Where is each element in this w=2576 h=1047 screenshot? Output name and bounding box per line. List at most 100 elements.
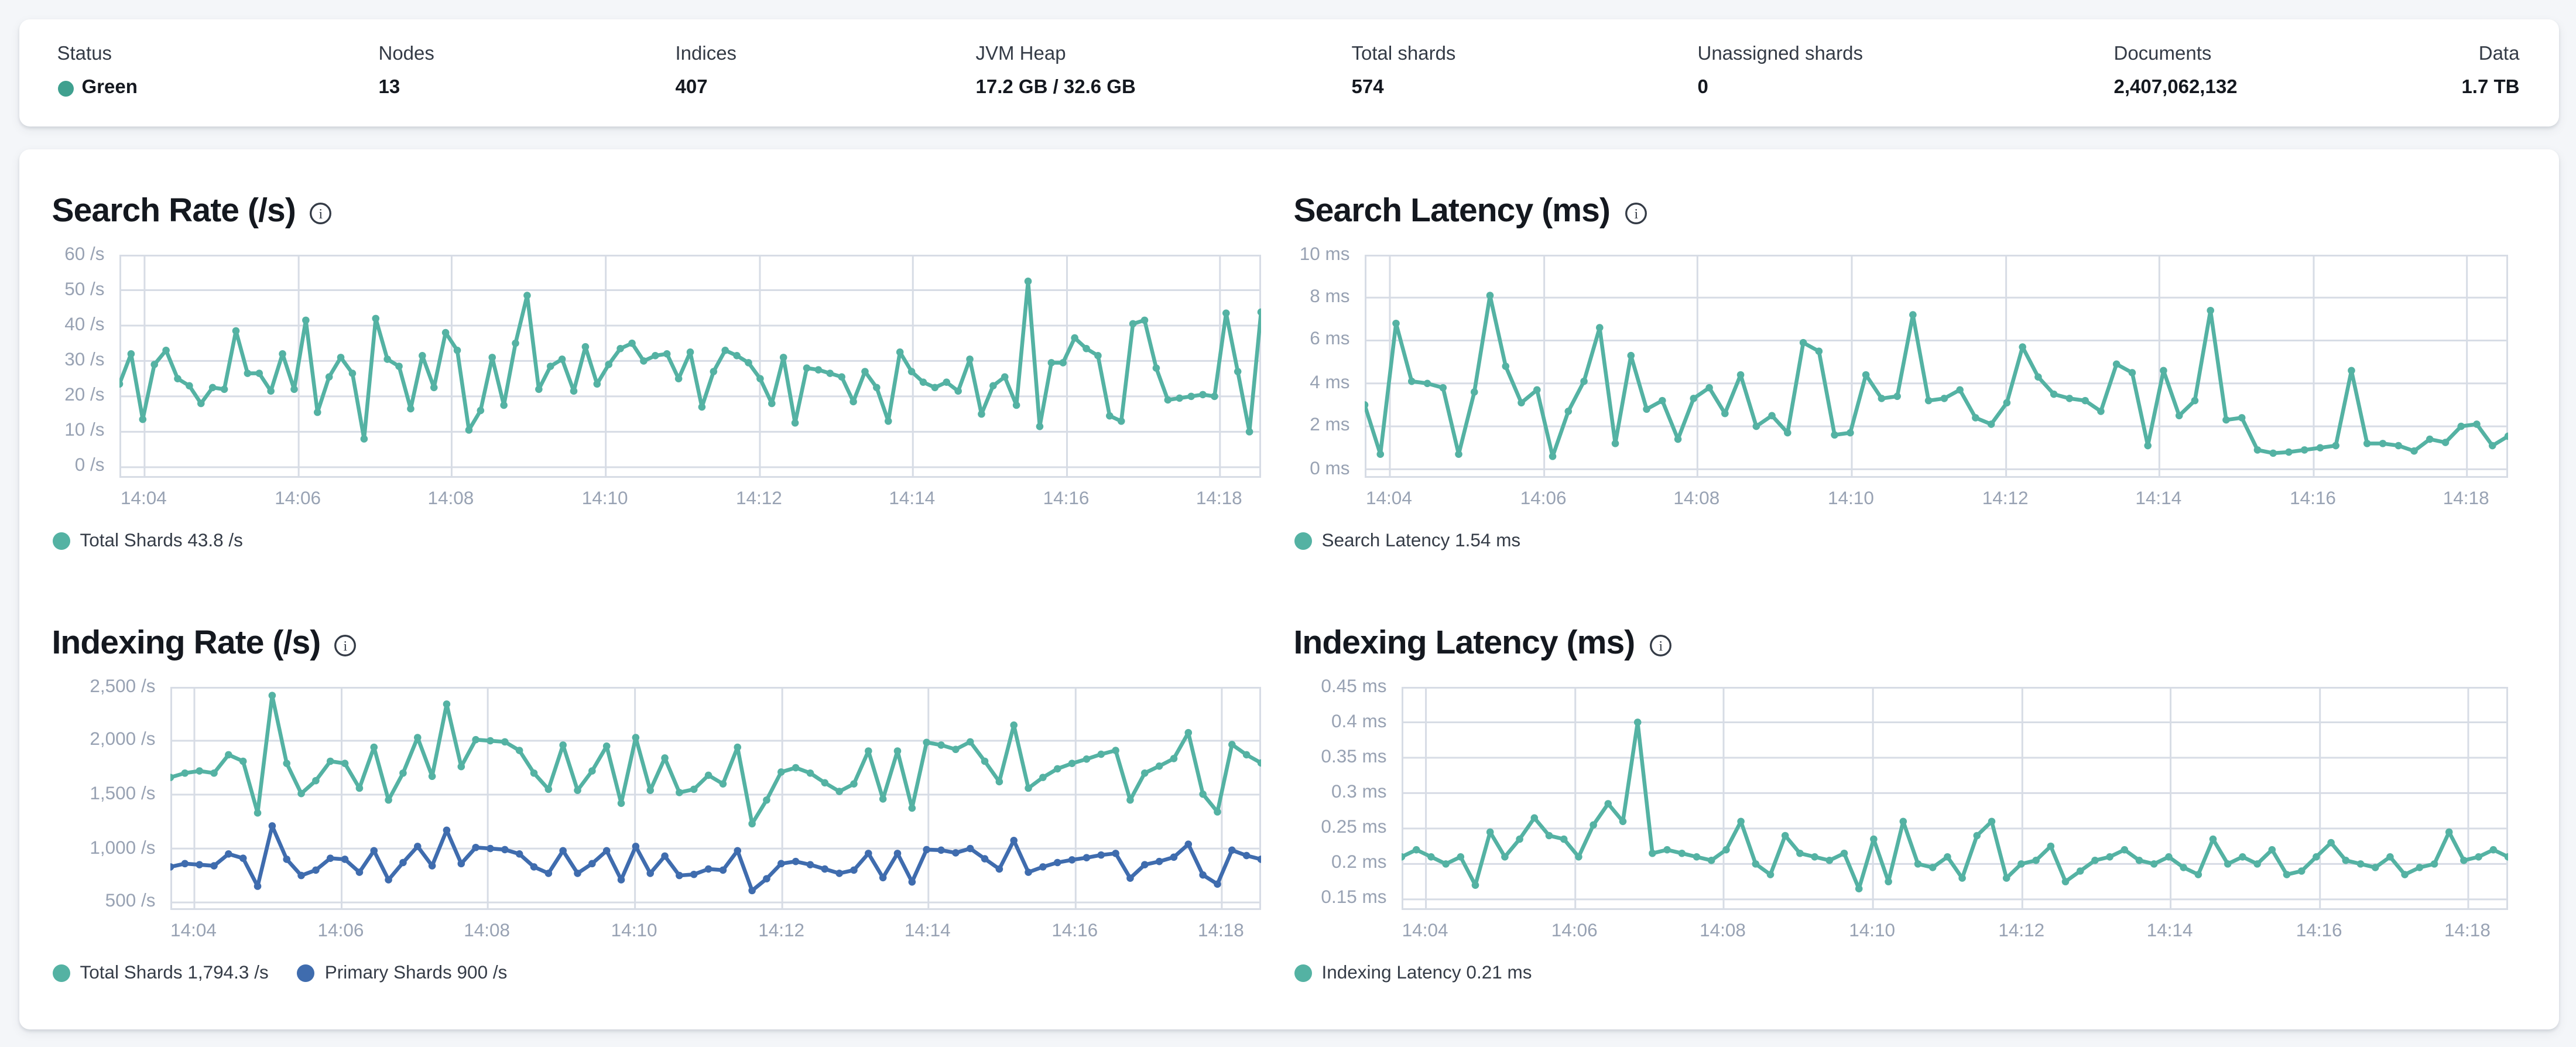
x-tick-label: 14:04 [120,487,167,509]
x-tick-label: 14:18 [2444,919,2491,941]
charts-grid: Search Rate (/s) i 60 /s 50 /s 40 /s 30 /s 2… [52,193,2525,983]
y-tick-label: 0.3 ms [1331,781,1387,803]
cluster-stats-bar: Status Green Nodes 13 Indices 407 JVM Heap 17.2… [18,18,2558,126]
legend-item-primary-shards[interactable]: Primary Shards 900 /s [296,962,508,983]
stat-label: Data [2478,43,2520,64]
svg-text:i: i [1633,207,1638,222]
stat-label: JVM Heap [975,43,1066,64]
stat-label: Total shards [1351,43,1456,64]
legend-label: Primary Shards 900 /s [324,962,508,983]
x-tick-label: 14:08 [1700,919,1746,941]
info-icon[interactable]: i [310,202,333,225]
stat-value-text: 13 [378,76,400,98]
stat-label: Documents [2113,43,2212,64]
y-tick-label: 40 /s [64,314,105,336]
stat-value-text: Green [81,76,138,98]
legend-label: Total Shards 43.8 /s [80,529,243,551]
legend-series-dot-icon [52,963,70,981]
legend-item-indexing-latency[interactable]: Indexing Latency 0.21 ms [1293,962,1532,983]
x-tick-label: 14:04 [1402,919,1448,941]
x-tick-label: 14:10 [1828,487,1874,509]
y-tick-label: 2,500 /s [90,675,156,697]
legend-series-dot-icon [296,963,314,981]
stat-value: 13 [379,77,676,100]
plot-area[interactable] [118,254,1260,477]
legend-series-dot-icon [52,531,70,549]
y-tick-label: 0.15 ms [1321,888,1387,909]
x-tick-label: 14:12 [1998,919,2045,941]
y-tick-label: 0 /s [74,456,105,477]
y-tick-label: 1,000 /s [90,837,156,858]
x-axis-labels: 14:04 14:06 14:08 14:10 14:12 14:14 14:16 14:18 [170,920,1260,943]
x-tick-label: 14:10 [581,487,628,509]
chart-title: Indexing Rate (/s) [52,624,321,662]
x-tick-label: 14:18 [2443,487,2489,509]
y-tick-label: 1,500 /s [90,783,156,805]
stat-label: Unassigned shards [1697,43,1864,64]
y-tick-label: 50 /s [64,278,105,300]
y-tick-label: 0.4 ms [1331,710,1387,732]
x-tick-label: 14:04 [1366,487,1412,509]
stat-status: Status Green [57,43,379,100]
chart-title: Search Rate (/s) [52,192,296,230]
x-tick-label: 14:14 [904,919,951,941]
stat-nodes: Nodes 13 [379,43,676,100]
y-tick-label: 20 /s [64,385,105,406]
chart-title: Indexing Latency (ms) [1293,624,1636,662]
y-tick-label: 6 ms [1310,329,1350,351]
svg-text:i: i [1659,639,1663,654]
stat-value: 17.2 GB / 32.6 GB [976,77,1352,100]
stat-value: 574 [1352,77,1698,100]
x-axis-labels: 14:04 14:06 14:08 14:10 14:12 14:14 14:16 14:18 [119,488,1260,511]
info-icon[interactable]: i [334,634,357,657]
legend-item-total-shards[interactable]: Total Shards 1,794.3 /s [52,962,269,983]
chart-legend: Total Shards 43.8 /s [52,530,1260,551]
y-tick-label: 0 ms [1310,457,1350,479]
stat-value: Green [57,77,379,100]
chart-legend: Indexing Latency 0.21 ms [1293,962,2508,983]
x-tick-label: 14:06 [275,487,321,509]
charts-card: Search Rate (/s) i 60 /s 50 /s 40 /s 30 /s 2… [18,148,2558,1029]
y-tick-label: 0.45 ms [1321,675,1387,697]
x-tick-label: 14:10 [611,919,657,941]
legend-item-total-shards[interactable]: Total Shards 43.8 /s [52,530,243,551]
y-tick-label: 0.35 ms [1321,746,1387,768]
y-tick-label: 10 ms [1299,243,1350,265]
stat-value-text: 0 [1697,76,1708,98]
stat-data: Data 1.7 TB [2461,43,2519,100]
y-axis-labels: 0.45 ms 0.4 ms 0.35 ms 0.3 ms 0.25 ms 0.2 ms 0… [1294,676,1401,909]
stat-label: Indices [675,43,737,64]
stat-total-shards: Total shards 574 [1352,43,1698,100]
info-icon[interactable]: i [1624,202,1647,225]
x-axis-labels: 14:04 14:06 14:08 14:10 14:12 14:14 14:16 14:18 [1364,488,2508,511]
legend-item-search-latency[interactable]: Search Latency 1.54 ms [1293,529,1521,551]
legend-label: Search Latency 1.54 ms [1321,529,1521,551]
stat-value-text: 407 [675,76,708,98]
x-tick-label: 14:18 [1195,487,1242,509]
x-tick-label: 14:16 [2296,919,2342,941]
y-tick-label: 2,000 /s [90,729,156,751]
x-tick-label: 14:12 [758,919,805,941]
stat-label: Nodes [378,43,434,64]
x-tick-label: 14:06 [1520,487,1567,509]
chart-header: Indexing Latency (ms) i [1294,625,2508,663]
x-tick-label: 14:14 [889,487,936,509]
stat-jvm-heap: JVM Heap 17.2 GB / 32.6 GB [976,43,1352,100]
svg-text:i: i [344,639,348,654]
plot-area[interactable] [1400,686,2508,909]
x-tick-label: 14:14 [2146,919,2193,941]
info-icon[interactable]: i [1649,634,1671,657]
chart-indexing-latency: Indexing Latency (ms) i 0.45 ms 0.4 ms 0.3… [1293,625,2508,983]
chart-header: Search Latency (ms) i [1294,193,2508,231]
stat-value: 2,407,062,132 [2114,77,2462,100]
chart-header: Indexing Rate (/s) i [52,625,1260,663]
stat-value-text: 574 [1351,76,1384,98]
x-tick-label: 14:18 [1198,919,1244,941]
x-tick-label: 14:16 [1043,487,1090,509]
plot-area[interactable] [1364,254,2508,477]
legend-label: Total Shards 1,794.3 /s [80,962,269,983]
x-tick-label: 14:16 [1051,919,1098,941]
plot-area[interactable] [169,686,1260,909]
x-tick-label: 14:06 [1551,919,1598,941]
